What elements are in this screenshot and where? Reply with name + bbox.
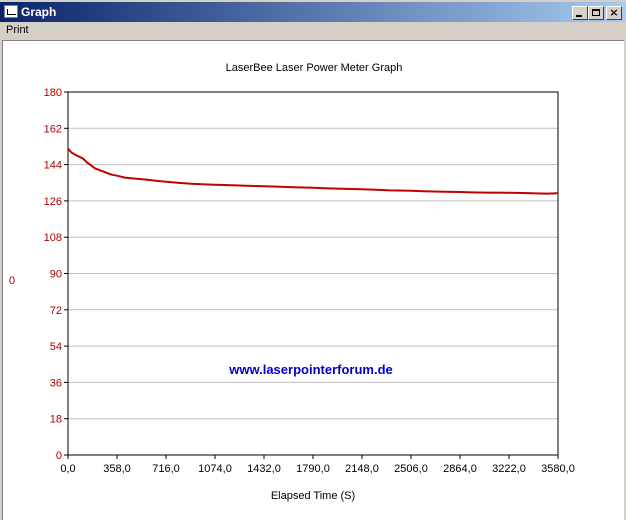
y-tick-label: 126 bbox=[44, 196, 62, 208]
window-title: Graph bbox=[21, 5, 57, 19]
y-tick-label: 144 bbox=[44, 160, 62, 172]
y-tick-label: 0 bbox=[56, 450, 62, 462]
x-tick-label: 0,0 bbox=[60, 463, 75, 475]
y-tick-label: 108 bbox=[44, 232, 62, 244]
x-tick-label: 2148,0 bbox=[345, 463, 379, 475]
y-tick-label: 180 bbox=[44, 87, 62, 99]
watermark-text: www.laserpointerforum.de bbox=[228, 362, 393, 377]
power-chart: LaserBee Laser Power Meter Graph 0 Elaps… bbox=[9, 62, 575, 502]
x-tick-label: 1074,0 bbox=[198, 463, 232, 475]
y-axis-label: 0 bbox=[9, 275, 15, 287]
maximize-button[interactable] bbox=[588, 6, 604, 20]
plot-frame bbox=[67, 91, 559, 456]
x-tick-label: 1432,0 bbox=[247, 463, 281, 475]
menu-print[interactable]: Print bbox=[6, 24, 29, 36]
x-tick-label: 2506,0 bbox=[394, 463, 428, 475]
y-tick-label: 54 bbox=[50, 341, 62, 353]
x-tick-label: 3580,0 bbox=[541, 463, 575, 475]
y-tick-label: 36 bbox=[50, 377, 62, 389]
menu-bar: Print bbox=[0, 22, 626, 40]
x-tick-label: 1790,0 bbox=[296, 463, 330, 475]
y-tick-label: 18 bbox=[50, 414, 62, 426]
x-tick-label: 716,0 bbox=[152, 463, 180, 475]
y-tick-label: 90 bbox=[50, 269, 62, 281]
close-button[interactable]: × bbox=[606, 6, 622, 20]
title-bar[interactable]: Graph × bbox=[0, 2, 626, 22]
minimize-button[interactable] bbox=[572, 6, 588, 20]
x-axis-label: Elapsed Time (S) bbox=[271, 490, 355, 502]
x-tick-label: 358,0 bbox=[103, 463, 131, 475]
window-controls: × bbox=[572, 6, 622, 20]
chart-title: LaserBee Laser Power Meter Graph bbox=[226, 62, 403, 74]
series-line bbox=[67, 147, 559, 195]
maximize-icon bbox=[592, 9, 600, 16]
close-icon: × bbox=[609, 6, 619, 19]
x-tick-label: 3222,0 bbox=[492, 463, 526, 475]
minimize-icon bbox=[576, 15, 582, 17]
y-tick-label: 162 bbox=[44, 123, 62, 135]
x-tick-label: 2864,0 bbox=[443, 463, 477, 475]
graph-area: LaserBee Laser Power Meter Graph 0 Elaps… bbox=[2, 40, 624, 520]
y-tick-label: 72 bbox=[50, 305, 62, 317]
grid-lines bbox=[68, 91, 558, 456]
x-tick-labels: 0,0 358,0 716,0 1074,0 1432,0 1790,0 2148,0 250… bbox=[60, 455, 575, 475]
graph-app-icon bbox=[4, 5, 18, 18]
